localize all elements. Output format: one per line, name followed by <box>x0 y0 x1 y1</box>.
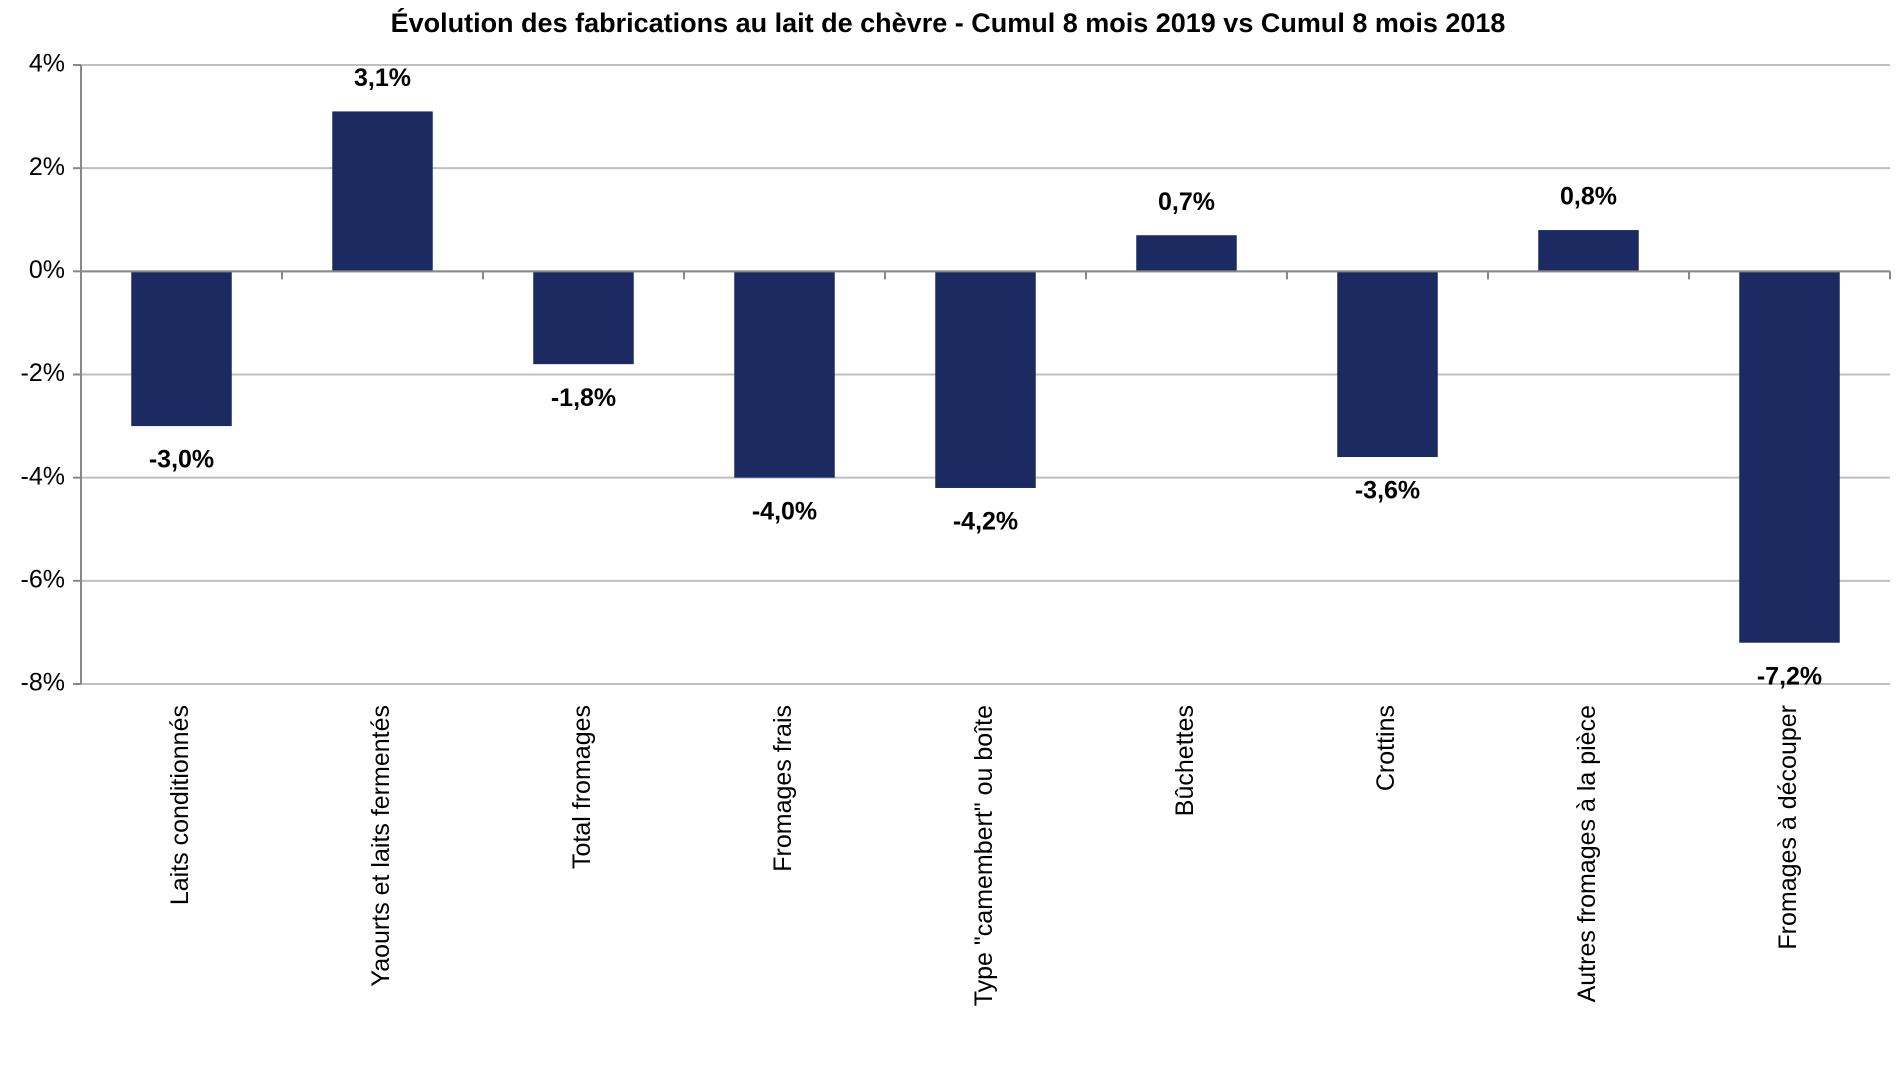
x-tick-label: Total fromages <box>568 705 596 869</box>
value-label: 0,7% <box>1158 188 1215 216</box>
value-label: -1,8% <box>551 384 616 412</box>
x-tick-label: Laits conditionnés <box>166 705 194 905</box>
x-tick-label: Yaourts et laits fermentés <box>367 705 395 987</box>
y-tick-label: -4% <box>21 462 65 490</box>
x-tick-label: Fromages frais <box>769 705 797 872</box>
y-tick-label: -6% <box>21 565 65 593</box>
value-label: 3,1% <box>354 64 411 92</box>
bar <box>332 111 433 272</box>
value-label: -4,0% <box>752 497 817 525</box>
x-tick-label: Autres fromages à la pièce <box>1573 705 1601 1002</box>
bar <box>1739 271 1840 643</box>
y-tick-label: -8% <box>21 669 65 697</box>
bar <box>533 271 634 365</box>
y-tick-label: 0% <box>29 256 65 284</box>
x-tick-label: Crottins <box>1372 705 1400 791</box>
bar <box>1136 235 1237 272</box>
x-tick-label: Fromages à découper <box>1774 705 1802 950</box>
value-label: 0,8% <box>1560 183 1617 211</box>
value-label: -3,0% <box>149 446 214 474</box>
bar <box>734 271 835 478</box>
bar <box>131 271 232 427</box>
x-tick-label: Type "camembert" ou boîte <box>970 705 998 1006</box>
value-label: -4,2% <box>953 508 1018 536</box>
y-tick-label: 4% <box>29 50 65 78</box>
value-label: -3,6% <box>1355 477 1420 505</box>
x-tick-label: Bûchettes <box>1171 705 1199 816</box>
value-label: -7,2% <box>1757 662 1822 690</box>
chart-title: Évolution des fabrications au lait de ch… <box>391 7 1506 38</box>
bar <box>1538 230 1639 272</box>
bar <box>935 271 1036 488</box>
y-tick-label: 2% <box>29 153 65 181</box>
bar <box>1337 271 1438 458</box>
y-tick-label: -2% <box>21 359 65 387</box>
